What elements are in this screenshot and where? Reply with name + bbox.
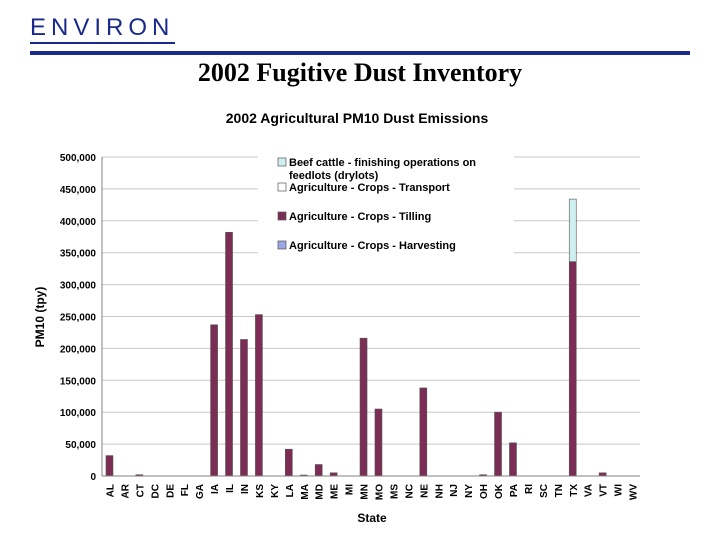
x-tick-label: OK: [494, 483, 505, 499]
y-tick-label: 350,000: [60, 249, 97, 260]
x-tick-label: IL: [225, 484, 236, 493]
x-tick-label: KY: [270, 484, 281, 498]
x-tick-label: NJ: [449, 484, 460, 497]
x-tick-label: NE: [419, 484, 430, 498]
x-tick-label: AR: [120, 483, 131, 498]
environ-logo: ENVIRON: [30, 14, 175, 44]
chart-title: 2002 Agricultural PM10 Dust Emissions: [226, 110, 489, 126]
x-tick-label: MI: [345, 484, 356, 495]
x-tick-label: WV: [629, 484, 640, 500]
x-tick-label: NC: [404, 484, 415, 498]
x-tick-label: IA: [210, 484, 221, 494]
y-axis-label: PM10 (tpy): [33, 287, 47, 348]
bar-ks-tilling: [255, 314, 263, 477]
legend-box: [258, 153, 514, 273]
legend-swatch: [277, 157, 287, 167]
y-tick-label: 450,000: [60, 185, 97, 196]
legend-label: Beef cattle - finishing operations on: [289, 157, 476, 169]
legend-label: Agriculture - Crops - Tilling: [289, 211, 431, 223]
x-tick-label: KS: [255, 484, 266, 498]
y-tick-label: 200,000: [60, 344, 97, 355]
header-rule: [30, 51, 690, 55]
x-tick-label: GA: [195, 484, 206, 499]
y-tick-label: 500,000: [60, 153, 97, 164]
x-tick-label: DC: [150, 484, 161, 498]
x-tick-labels: AL AR CT DC DE FL GA IA IL IN KS KY LA MA MD ME MI MN MO MS…: [105, 483, 639, 500]
x-tick-label: MD: [315, 484, 326, 500]
bar-la-tilling: [285, 448, 293, 477]
bar-md-tilling: [314, 464, 323, 477]
bar-ia-tilling: [210, 324, 218, 477]
bar-tx-tilling: [568, 261, 577, 477]
x-tick-label: OH: [479, 484, 490, 499]
bar-tx-feedlots: [568, 198, 577, 262]
legend-swatch: [277, 182, 287, 192]
logo-text: ENVIRON: [30, 14, 175, 41]
bar-ok-tilling: [494, 411, 502, 477]
y-tick-label: 100,000: [60, 408, 97, 419]
x-tick-label: NH: [434, 484, 445, 498]
x-tick-label: TN: [554, 484, 565, 497]
x-tick-label: IN: [240, 484, 251, 494]
legend-swatch: [277, 240, 287, 250]
x-tick-label: AL: [105, 484, 116, 497]
x-tick-label: VA: [584, 484, 595, 497]
x-tick-label: TX: [569, 484, 580, 497]
x-tick-label: SC: [539, 484, 550, 498]
x-tick-label: CT: [135, 484, 146, 497]
y-tick-label: 400,000: [60, 217, 97, 228]
x-tick-label: ME: [330, 484, 341, 499]
slide-title: 2002 Fugitive Dust Inventory: [197, 58, 523, 87]
bar-mn-tilling: [359, 337, 368, 477]
x-tick-label: MO: [374, 484, 385, 500]
x-tick-label: LA: [285, 484, 296, 497]
legend-swatch: [277, 211, 287, 221]
x-tick-label: MA: [300, 484, 311, 500]
x-tick-label: DE: [165, 484, 176, 498]
legend-label: feedlots (drylots): [289, 170, 379, 182]
bar-mo-tilling: [374, 408, 383, 477]
y-tick-label: 50,000: [65, 440, 96, 451]
y-tick-label: 0: [90, 472, 96, 483]
x-tick-label: WI: [614, 484, 625, 496]
y-tick-label: 150,000: [60, 376, 97, 387]
x-tick-label: MN: [360, 484, 371, 500]
x-tick-label: RI: [524, 484, 535, 494]
y-tick-label: 250,000: [60, 313, 97, 324]
bar-ne-tilling: [419, 387, 428, 477]
legend-label: Agriculture - Crops - Harvesting: [289, 240, 456, 252]
x-tick-label: NY: [464, 484, 475, 498]
legend-label: Agriculture - Crops - Transport: [289, 182, 450, 194]
bar-pa-tilling: [509, 442, 517, 477]
bar-il-tilling: [225, 231, 233, 477]
x-axis-label: State: [357, 511, 387, 525]
legend: Beef cattle - finishing operations onfee…: [258, 153, 514, 273]
x-tick-label: VT: [599, 484, 610, 497]
x-tick-label: PA: [509, 484, 520, 497]
x-tick-label: MS: [389, 484, 400, 499]
bar-in-tilling: [240, 339, 248, 477]
bars: [105, 198, 607, 477]
x-tick-label: FL: [180, 484, 191, 496]
y-tick-label: 300,000: [60, 281, 97, 292]
y-tick-labels: 0 50,000 100,000 150,000 200,000 250,000 300,0…: [60, 153, 97, 483]
bar-al-tilling: [105, 455, 114, 477]
